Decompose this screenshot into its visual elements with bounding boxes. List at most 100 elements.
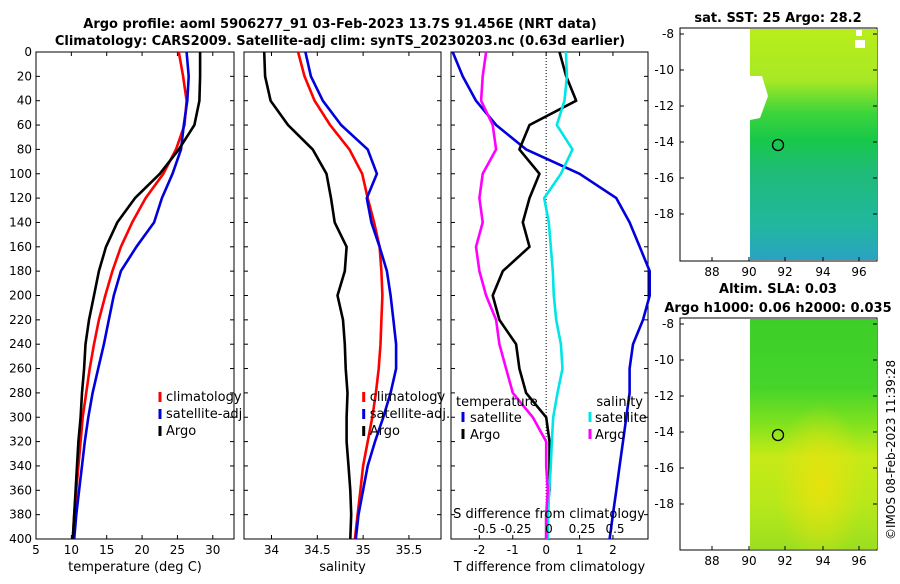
y-tick-label: 20 <box>17 69 32 83</box>
sst-map-cloud-gap <box>855 40 865 48</box>
sla-map-title-line1: Altim. SLA: 0.03 <box>719 282 837 297</box>
sst-map-title: sat. SST: 25 Argo: 28.2 <box>694 11 861 26</box>
x-tick-label: 34 <box>264 543 279 557</box>
map-y-tick-label: -8 <box>662 317 674 331</box>
plot-frame <box>35 51 235 540</box>
series-line <box>72 51 190 540</box>
figure-title-line1: Argo profile: aoml 5906277_91 03-Feb-202… <box>83 17 596 32</box>
s-tick-label: 0.25 <box>569 522 596 536</box>
y-tick-label: 340 <box>9 459 32 473</box>
y-tick-label: 60 <box>17 118 32 132</box>
y-tick-label: 140 <box>9 215 32 229</box>
map-x-tick-label: 90 <box>741 554 756 568</box>
series-line <box>474 51 550 539</box>
sla-map: Altim. SLA: 0.03 Argo h1000: 0.06 h2000:… <box>654 282 891 568</box>
x-tick-label: 2 <box>609 543 617 557</box>
map-x-tick-label: 94 <box>815 554 830 568</box>
y-tick-label: 220 <box>9 313 32 327</box>
map-x-tick-label: 90 <box>741 265 756 279</box>
y-tick-label: 400 <box>9 532 32 546</box>
sst-map-land-gap <box>750 76 768 120</box>
series-line <box>304 51 398 540</box>
x-tick-label: 34.5 <box>304 543 331 557</box>
map-y-tick-label: -10 <box>654 63 674 77</box>
sst-map-ticks: -8 -10 -12 -14 -16 -18 88 90 92 94 96 <box>654 27 877 279</box>
legend-label: Argo <box>370 424 400 439</box>
x-tick-label: -1 <box>507 543 519 557</box>
y-tick-label: 320 <box>9 435 32 449</box>
y-tick-label: 120 <box>9 191 32 205</box>
y-tick-label: 280 <box>9 386 32 400</box>
map-x-tick-label: 88 <box>704 265 719 279</box>
map-y-tick-label: -12 <box>654 389 674 403</box>
x-tick-label: 20 <box>134 543 149 557</box>
s-axis-label: S difference from climatology <box>453 507 645 522</box>
x-axis-label: salinity <box>319 560 366 575</box>
sla-map-title-line2: Argo h1000: 0.06 h2000: 0.035 <box>664 301 891 316</box>
x-tick-label: 0 <box>542 543 550 557</box>
x-tick-label: 1 <box>576 543 584 557</box>
y-tick-label: 300 <box>9 410 32 424</box>
x-tick-label: 10 <box>64 543 79 557</box>
series-line <box>71 52 202 540</box>
x-axis-label: T difference from climatology <box>453 560 646 575</box>
y-tick-label: 180 <box>9 264 32 278</box>
s-tick-label: 0.5 <box>605 522 624 536</box>
x-tick-label: -2 <box>473 543 485 557</box>
s-tick-label: -0.5 <box>473 522 496 536</box>
y-tick-label: 200 <box>9 289 32 303</box>
map-y-tick-label: -16 <box>654 461 674 475</box>
series-line <box>491 51 578 539</box>
map-x-tick-label: 94 <box>815 265 830 279</box>
y-tick-label: 260 <box>9 362 32 376</box>
y-tick-label: 40 <box>17 94 32 108</box>
x-axis-label: temperature (deg C) <box>68 560 202 575</box>
x-tick-label: 5 <box>32 543 40 557</box>
map-x-tick-label: 96 <box>851 265 866 279</box>
x-tick-label: 35.5 <box>396 543 423 557</box>
map-y-tick-label: -12 <box>654 99 674 113</box>
copyright-stamp: ©IMOS 08-Feb-2023 11:39:28 <box>884 360 898 540</box>
map-y-tick-label: -14 <box>654 425 674 439</box>
y-tick-label: 0 <box>24 45 32 59</box>
series-line <box>451 51 652 540</box>
x-tick-label: 35 <box>355 543 370 557</box>
map-x-tick-label: 92 <box>777 265 792 279</box>
x-tick-label: 30 <box>205 543 220 557</box>
sst-map-field <box>750 29 877 260</box>
legend-label: satellite <box>595 411 647 426</box>
argo-position-marker <box>771 138 785 152</box>
legend-label: Argo <box>595 428 625 443</box>
legend-label: Argo <box>166 424 196 439</box>
s-tick-label: 0 <box>545 522 553 536</box>
y-tick-label: 380 <box>9 508 32 522</box>
series-line <box>542 51 574 540</box>
map-x-tick-label: 92 <box>777 554 792 568</box>
figure-title-line2: Climatology: CARS2009. Satellite-adj cli… <box>55 34 625 49</box>
map-y-tick-label: -14 <box>654 135 674 149</box>
y-tick-label: 360 <box>9 483 32 497</box>
series-line <box>296 51 384 540</box>
map-y-tick-label: -8 <box>662 27 674 41</box>
map-y-tick-label: -18 <box>654 497 674 511</box>
difference-plot: -2 -1 0 1 2 T difference from climatology temp… <box>450 51 652 575</box>
legend-label: climatology <box>370 390 446 405</box>
plot-frame <box>243 51 442 540</box>
map-y-tick-label: -10 <box>654 353 674 367</box>
sst-map: sat. SST: 25 Argo: 28.2 -8 -10 -12 -14 -16 -1… <box>654 11 878 279</box>
legend-label: satellite <box>470 411 522 426</box>
legend-label: climatology <box>166 390 242 405</box>
legend-title-salinity: salinity <box>596 395 643 410</box>
y-tick-label: 240 <box>9 337 32 351</box>
y-tick-label: 160 <box>9 240 32 254</box>
map-y-tick-label: -16 <box>654 171 674 185</box>
salinity-plot: 34 34.5 35 35.5salinityclimatologysatellite… <box>243 51 481 575</box>
map-y-tick-label: -18 <box>654 207 674 221</box>
map-x-tick-label: 96 <box>851 554 866 568</box>
legend-title-temperature: temperature <box>456 395 538 410</box>
y-tick-label: 80 <box>17 142 32 156</box>
s-tick-label: -0.25 <box>500 522 531 536</box>
series-line <box>262 51 353 540</box>
x-tick-label: 15 <box>99 543 114 557</box>
